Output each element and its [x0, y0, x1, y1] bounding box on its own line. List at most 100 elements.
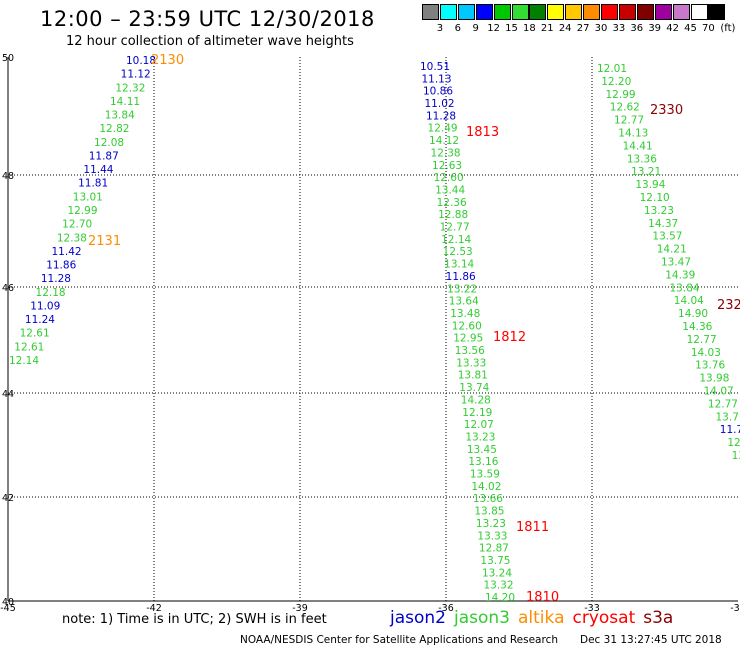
wave-height-value: 13.44 [435, 184, 465, 196]
wave-height-value: 12.62 [610, 102, 640, 114]
time-label: 232 [717, 298, 740, 313]
legend-label: 27 [576, 23, 590, 34]
wave-height-value: 12.14 [441, 234, 471, 246]
wave-height-value: 14.37 [648, 218, 678, 230]
wave-height-value: 13.48 [450, 308, 480, 320]
wave-height-value: 12.82 [99, 123, 129, 135]
wave-height-value: 11.86 [46, 260, 76, 272]
wave-height-value: 13.56 [455, 345, 485, 357]
wave-height-value: 12.77 [708, 398, 738, 410]
wave-height-value: 12.38 [431, 147, 461, 159]
page-subtitle: 12 hour collection of altimeter wave hei… [66, 34, 354, 49]
wave-height-value: 14.36 [682, 321, 712, 333]
longitude-tick-label: -39 [292, 603, 308, 614]
wave-height-value: 11.44 [83, 164, 113, 176]
wave-height-value: 12. [727, 437, 740, 449]
wave-height-value: 12.49 [428, 123, 458, 135]
note-text: note: 1) Time is in UTC; 2) SWH is in fe… [62, 612, 327, 627]
wave-height-value: 13.81 [458, 370, 488, 382]
satellite-legend: jason2 jason3 altika cryosat s3a [390, 608, 681, 628]
wave-height-value: 12.87 [479, 543, 509, 555]
latitude-tick-label: 44 [2, 389, 14, 400]
wave-height-value: 12.77 [687, 334, 717, 346]
time-label: 1811 [516, 520, 549, 535]
wave-height-value: 14.03 [691, 347, 721, 359]
wave-height-value: 13.59 [470, 469, 500, 481]
wave-height-value: 12.88 [438, 209, 468, 221]
wave-height-value: 11.28 [426, 110, 456, 122]
wave-height-value: 13.45 [467, 444, 497, 456]
wave-height-value: 13.75 [480, 555, 510, 567]
wave-height-value: 14.13 [618, 128, 648, 140]
time-label: 1813 [466, 125, 499, 140]
wave-height-value: 11.09 [30, 300, 60, 312]
wave-height-value: 13.64 [449, 296, 479, 308]
wave-height-value: 13.85 [474, 506, 504, 518]
legend-swatch [511, 4, 529, 20]
legend-label: 42 [666, 23, 679, 34]
latitude-tick-label: 42 [2, 493, 14, 504]
legend-swatch [565, 4, 583, 20]
wave-height-value: 14.28 [461, 394, 491, 406]
wave-height-value: 13.33 [477, 530, 507, 542]
wave-height-value: 12.20 [601, 76, 631, 88]
satellite-legend-entry: s3a [643, 608, 674, 628]
longitude-tick-label: -30 [730, 603, 740, 614]
legend-label: 45 [684, 23, 697, 34]
timestamp-text: Dec 31 13:27:45 UTC 2018 [580, 634, 722, 646]
wave-height-value: 13.23 [644, 205, 674, 217]
wave-height-value: 14.07 [704, 386, 734, 398]
latitude-tick-label: 40 [2, 597, 14, 608]
wave-height-value: 12.77 [614, 115, 644, 127]
wave-height-value: 14.21 [657, 244, 687, 256]
legend-label: 30 [594, 23, 608, 34]
legend-swatch [547, 4, 565, 20]
wave-height-value: 14.12 [429, 135, 459, 147]
wave-height-value: 13.57 [652, 231, 682, 243]
wave-height-value: 12.53 [443, 246, 473, 258]
wave-height-value: 10.18 [126, 55, 156, 67]
legend-label: 15 [505, 23, 518, 34]
legend-swatch [493, 4, 511, 20]
legend-label: 70 [702, 23, 715, 34]
page-title: 12:00 – 23:59 UTC 12/30/2018 [40, 7, 375, 31]
wave-height-value: 12.99 [606, 89, 636, 101]
time-label: 2330 [650, 103, 683, 118]
time-label: 1812 [493, 330, 526, 345]
legend-swatch [601, 4, 618, 20]
wave-height-value: 12.01 [597, 63, 627, 75]
wave-height-value: 13.36 [627, 153, 657, 165]
wave-height-value: 11.12 [121, 69, 151, 81]
wave-height-value: 12.70 [62, 219, 92, 231]
legend-swatch [654, 4, 672, 20]
wave-height-value: 12.61 [14, 341, 44, 353]
legend-swatch [690, 4, 708, 20]
wave-height-value: 12.08 [94, 137, 124, 149]
wave-height-value: 14.90 [678, 308, 708, 320]
wave-height-value: 12.10 [640, 192, 670, 204]
legend-swatch [708, 4, 726, 20]
legend-unit: (ft) [720, 23, 736, 34]
wave-height-value: 12.77 [440, 222, 470, 234]
legend-label: 21 [540, 23, 554, 34]
longitude-tick-label: -33 [584, 603, 600, 614]
legend-swatch [672, 4, 690, 20]
wave-height-value: 10.51 [420, 61, 450, 73]
legend-label: 12 [487, 23, 500, 34]
wave-height-value: 13.22 [447, 283, 477, 295]
wave-height-value: 12.60 [434, 172, 464, 184]
wave-height-value: 13.94 [635, 179, 665, 191]
legend-swatch [439, 4, 457, 20]
wave-height-value: 11.28 [41, 273, 71, 285]
legend-swatch [422, 4, 439, 20]
wave-height-value: 11.13 [421, 73, 451, 85]
wave-height-value: 13.23 [476, 518, 506, 530]
wave-height-value: 13.01 [73, 191, 103, 203]
legend-label: 18 [523, 23, 536, 34]
wave-height-value: 12.18 [36, 287, 66, 299]
wave-height-value: 13.23 [465, 431, 495, 443]
wave-height-value: 12.95 [453, 333, 483, 345]
legend-label: 33 [612, 23, 626, 34]
wave-height-value: 14.04 [674, 295, 704, 307]
time-label: 2130 [151, 53, 184, 68]
